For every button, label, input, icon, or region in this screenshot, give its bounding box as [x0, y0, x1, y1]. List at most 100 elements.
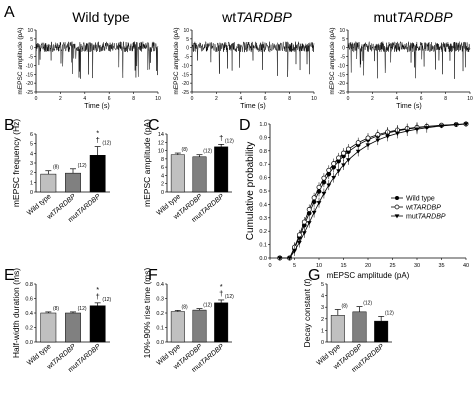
y-tick-label: -20: [26, 81, 33, 87]
y-tick-label: 0.2: [156, 311, 164, 317]
legend-label: mutTARDBP: [406, 214, 446, 221]
y-tick-label: 5: [342, 37, 345, 43]
y-tick-label: 0.5: [259, 189, 267, 195]
legend-label: Wild type: [406, 196, 435, 203]
x-tick-label: 10: [311, 96, 317, 102]
x-tick-label: 8: [132, 96, 135, 102]
y-tick-label: 5: [30, 37, 33, 43]
y-tick-label: -25: [182, 90, 189, 96]
data-point: [439, 124, 444, 129]
y-tick-label: 2: [30, 171, 33, 177]
data-point: [301, 231, 307, 236]
y-tick-label: 12: [158, 140, 164, 146]
x-tick-label: 6: [264, 96, 267, 102]
x-tick-label: 10: [155, 96, 161, 102]
y-tick-label: 0.7: [259, 162, 267, 168]
y-tick-label: 2: [161, 182, 164, 188]
data-point: [311, 210, 317, 215]
trace-line: [191, 40, 315, 77]
y-tick-label: 4: [30, 151, 33, 157]
x-tick-label: 15: [340, 263, 346, 269]
n-label: (12): [363, 301, 372, 307]
line-chart-d: 0.0 0.1 0.2 0.3 0.4 0.5 0.6 0.7 0.8 0.9 1.0 0 5 10 15 2…: [245, 121, 469, 280]
n-label: (12): [225, 294, 234, 300]
bar: [330, 315, 345, 343]
data-point: [316, 201, 322, 206]
trace-line: [347, 41, 471, 79]
data-point: [365, 143, 371, 148]
y-tick-label: 0.0: [156, 340, 164, 346]
bar: [192, 156, 207, 193]
x-axis-label: Time (s): [396, 103, 421, 110]
data-point: [326, 183, 332, 188]
significance-mark: †: [219, 289, 223, 298]
trace-title: wtTARDBP: [221, 9, 292, 25]
y-tick-label: 0: [186, 46, 189, 52]
y-tick-label: -15: [182, 72, 189, 78]
bar: [65, 172, 81, 193]
y-tick-label: 0.9: [259, 135, 267, 141]
y-tick-label: 0.3: [259, 216, 267, 222]
y-tick-label: 10: [183, 28, 189, 34]
x-tick-label: 8: [444, 96, 447, 102]
panel-label-g: G: [308, 267, 320, 284]
y-tick-label: 0.6: [25, 297, 33, 303]
data-point: [306, 221, 312, 226]
x-tick-label: 2: [371, 96, 374, 102]
bar-chart-e: 0.0 0.2 0.4 0.6 0.8 Half-width duration (ms) (…: [11, 268, 112, 374]
bar: [214, 302, 229, 343]
data-point: [301, 219, 307, 225]
data-point: [336, 155, 342, 161]
series-3: [277, 122, 469, 261]
bar: [170, 154, 185, 193]
y-tick-label: 3: [30, 161, 33, 167]
data-point: [355, 149, 361, 154]
x-tick-label: 2: [59, 96, 62, 102]
x-tick-label: 5: [293, 263, 296, 269]
n-label: (12): [102, 141, 111, 147]
x-tick-label: 8: [288, 96, 291, 102]
data-point: [375, 138, 381, 143]
bar-chart-f: 0.0 0.1 0.2 0.3 0.4 10%-90% rise time (ms) (8)…: [142, 267, 234, 373]
y-tick-label: 10: [27, 28, 33, 34]
n-label: (8): [342, 304, 348, 310]
x-tick-label: 20: [365, 263, 371, 269]
y-tick-label: -5: [29, 55, 34, 61]
trace-title: Wild type: [72, 9, 130, 25]
y-tick-label: 5: [186, 37, 189, 43]
y-tick-label: 0.4: [25, 311, 33, 317]
y-tick-label: 0.8: [25, 282, 33, 288]
y-tick-label: 0.8: [259, 149, 267, 155]
n-label: (12): [203, 303, 212, 309]
x-axis-label: Time (s): [240, 103, 265, 110]
n-label: (12): [385, 310, 394, 316]
y-tick-label: -5: [185, 55, 190, 61]
y-tick-label: 0.4: [259, 202, 267, 208]
n-label: (8): [182, 304, 188, 310]
trace-title: mutTARDBP: [373, 9, 453, 25]
x-tick-label: 10: [316, 263, 322, 269]
x-tick-label: 30: [414, 263, 420, 269]
trace-line: [35, 41, 159, 79]
legend: Wild type wtTARDBP mutTARDBP: [391, 196, 446, 221]
data-point: [292, 249, 297, 254]
n-label: (8): [182, 147, 188, 153]
bar: [214, 146, 229, 193]
bar: [65, 312, 81, 343]
series-line: [279, 123, 467, 259]
data-point: [365, 135, 371, 141]
x-tick-label: 0: [268, 263, 271, 269]
x-tick-label: 2: [215, 96, 218, 102]
y-tick-label: -20: [182, 81, 189, 87]
y-tick-label: 10: [339, 28, 345, 34]
significance-mark: *: [96, 285, 99, 294]
significance-mark: †: [96, 136, 100, 145]
data-point: [345, 146, 351, 152]
series-line: [279, 123, 467, 259]
bar: [40, 312, 57, 343]
y-tick-label: 0: [321, 340, 324, 346]
